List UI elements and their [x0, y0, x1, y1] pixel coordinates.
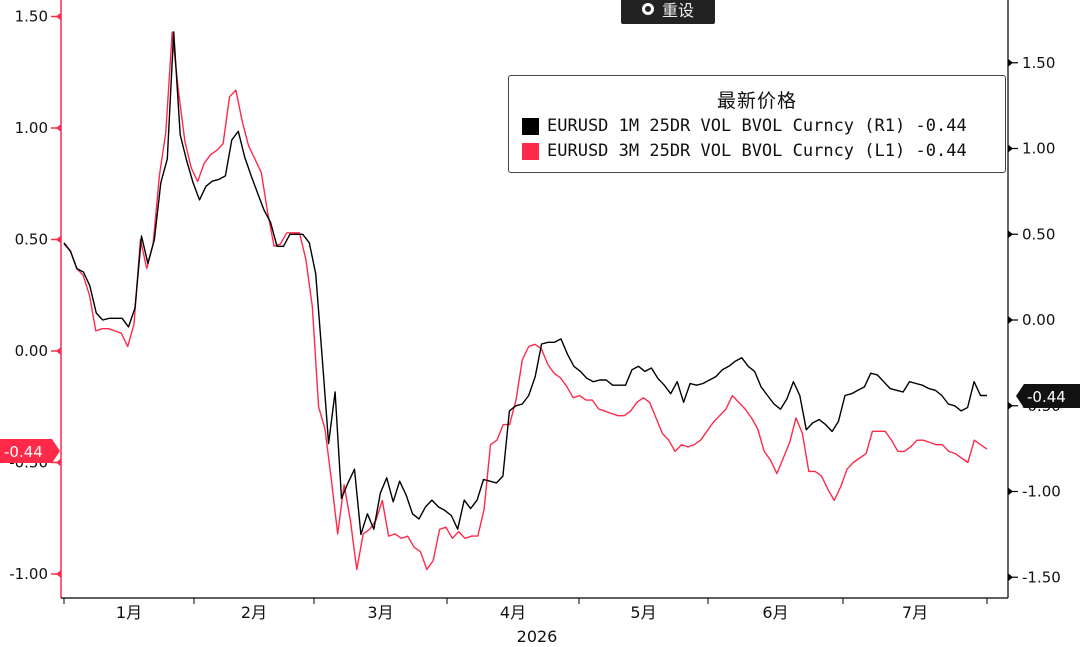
x-month-label: 2月	[241, 603, 267, 622]
series-layer	[63, 31, 988, 571]
left-axis-ticks: 1.501.000.500.00-0.50-1.00	[9, 8, 61, 583]
right-tick-label: 1.00	[1022, 140, 1055, 158]
right-tick-arrow	[1008, 144, 1013, 153]
left-tick-arrow	[56, 570, 61, 578]
left-tick-arrow	[56, 347, 61, 355]
left-tick-label: 0.50	[15, 231, 48, 249]
legend-swatch-3m	[522, 142, 539, 160]
legend-axis-1m: (R1)	[864, 116, 906, 136]
legend-label-1m: EURUSD 1M 25DR VOL BVOL Curncy	[547, 116, 855, 136]
series-line-3m	[63, 31, 988, 571]
left-tick-label: 1.50	[15, 8, 48, 26]
left-tick-arrow	[56, 124, 61, 132]
x-axis-year-label: 2026	[517, 627, 558, 646]
legend-value-3m: -0.44	[915, 141, 967, 161]
x-month-label: 5月	[630, 603, 656, 622]
last-value-labels: -0.44 -0.44	[0, 384, 1080, 463]
right-tick-arrow	[1008, 58, 1013, 67]
x-month-label: 1月	[116, 603, 142, 622]
right-tick-arrow	[1008, 316, 1013, 324]
x-axis-ticks: 1月 2月 3月 4月 5月 6月 7月	[63, 598, 988, 622]
left-last-value-label: -0.44	[4, 443, 43, 461]
right-tick-label: 0.50	[1022, 225, 1055, 243]
left-tick-arrow	[56, 458, 61, 467]
x-month-label: 7月	[902, 603, 928, 622]
legend-title: 最新价格	[716, 90, 797, 112]
right-tick-arrow	[1008, 487, 1013, 496]
right-tick-label: 0.00	[1022, 311, 1055, 329]
legend-item-3m[interactable]: EURUSD 3M 25DR VOL BVOL Curncy (L1) -0.4…	[522, 141, 967, 161]
legend-label-3m: EURUSD 3M 25DR VOL BVOL Curncy	[547, 141, 855, 161]
right-tick-label: -1.50	[1022, 568, 1061, 586]
reset-icon	[641, 3, 654, 15]
legend-item-1m[interactable]: EURUSD 1M 25DR VOL BVOL Curncy (R1) -0.4…	[522, 116, 967, 136]
legend-swatch-1m	[522, 117, 539, 135]
left-tick-label: 1.00	[15, 119, 48, 137]
legend-value-1m: -0.44	[915, 116, 967, 136]
left-last-value-badge: -0.44	[0, 439, 60, 463]
right-axis-ticks: 1.501.000.500.00-0.50-1.00-1.50	[1008, 54, 1061, 586]
left-tick-label: -1.00	[9, 565, 48, 583]
left-tick-arrow	[56, 235, 61, 244]
reset-button[interactable]: 重设	[621, 0, 715, 24]
series-line-1m	[63, 31, 987, 536]
right-tick-label: 1.50	[1022, 54, 1055, 72]
legend-box: 最新价格 EURUSD 1M 25DR VOL BVOL Curncy (R1)…	[508, 75, 1006, 173]
right-last-value-bg	[1016, 384, 1080, 408]
left-tick-label: 0.00	[15, 342, 48, 360]
x-month-label: 6月	[762, 603, 788, 622]
right-tick-label: -1.00	[1022, 483, 1061, 501]
right-last-value-badge: -0.44	[1016, 384, 1080, 408]
x-month-label: 4月	[500, 603, 526, 622]
right-tick-arrow	[1008, 401, 1013, 410]
x-month-label: 3月	[367, 603, 393, 622]
right-tick-arrow	[1008, 230, 1013, 239]
reset-label: 重设	[661, 1, 694, 20]
right-last-value-label: -0.44	[1027, 388, 1066, 406]
right-tick-arrow	[1008, 573, 1013, 582]
legend-axis-3m: (L1)	[864, 141, 906, 161]
left-tick-arrow	[56, 12, 61, 21]
left-last-value-bg	[0, 439, 60, 463]
